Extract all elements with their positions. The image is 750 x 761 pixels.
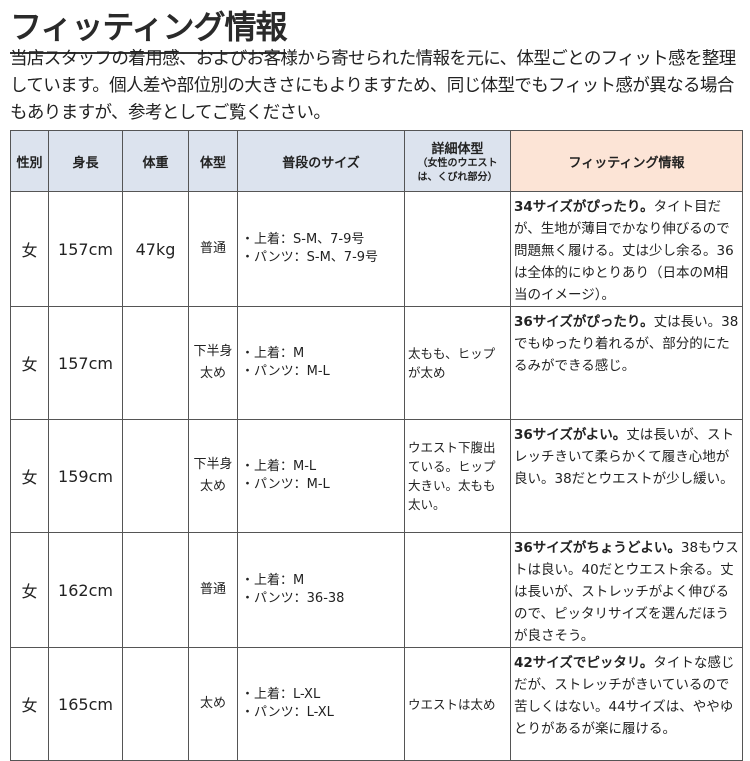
cell-fitting: 36サイズがちょうどよい。38もウストは良い。40だとウエスト余る。丈は長いが、…: [510, 532, 743, 648]
header-body-type: 体型: [188, 130, 238, 192]
table-header-row: 性別 身長 体重 体型 普段のサイズ 詳細体型 （女性のウエストは、くびれ部分） …: [10, 130, 743, 192]
table-row: 女 159cm 下半身太め ・上着：M-L ・パンツ：M-L ウエスト下腹出ている。ヒップ…: [10, 419, 743, 533]
cell-fitting: 36サイズがぴったり。丈は長い。38でもゆったり着れるが、部分的にたるみができる…: [510, 306, 743, 420]
size-pants: ・パンツ：M-L: [241, 364, 330, 379]
fitting-summary: 36サイズがよい。: [514, 427, 627, 443]
cell-height: 157cm: [48, 306, 123, 420]
cell-fitting: 42サイズでピッタリ。タイトな感じだが、ストレッチがきいているので苦しくはない。…: [510, 647, 743, 761]
cell-usual-size: ・上着：M-L ・パンツ：M-L: [237, 419, 405, 533]
table-row: 女 162cm 普通 ・上着：M ・パンツ：36-38 36サイズがちょうどよい。38もウ…: [10, 532, 743, 648]
header-weight: 体重: [122, 130, 189, 192]
intro-text: 当店スタッフの着用感、およびお客様から寄せられた情報を元に、体型ごとのフィット感…: [10, 49, 736, 123]
cell-detail: 太もも、ヒップが太め: [404, 306, 511, 420]
fitting-table: 性別 身長 体重 体型 普段のサイズ 詳細体型 （女性のウエストは、くびれ部分） …: [10, 130, 743, 761]
table-row: 女 157cm 47kg 普通 ・上着：S-M、7-9号 ・パンツ：S-M、7-9号 34サ…: [10, 191, 743, 307]
fitting-summary: 36サイズがぴったり。: [514, 314, 654, 330]
cell-body-type: 下半身太め: [188, 306, 238, 420]
cell-weight: [122, 532, 189, 648]
cell-height: 157cm: [48, 191, 123, 307]
cell-gender: 女: [10, 419, 49, 533]
cell-gender: 女: [10, 647, 49, 761]
size-top: ・上着：M: [241, 346, 305, 361]
fitting-text: 丈は長いが、ストレッチきいて柔らかくて履き心地が良い。38だとウエストが少し緩い…: [514, 427, 734, 487]
cell-weight: [122, 419, 189, 533]
table-row: 女 157cm 下半身太め ・上着：M ・パンツ：M-L 太もも、ヒップが太め 36サイズが…: [10, 306, 743, 420]
cell-detail: ウエストは太め: [404, 647, 511, 761]
cell-gender: 女: [10, 532, 49, 648]
fitting-text: 丈は長い。38でもゆったり着れるが、部分的にたるみができる感じ。: [514, 314, 739, 374]
cell-usual-size: ・上着：M ・パンツ：M-L: [237, 306, 405, 420]
size-pants: ・パンツ：36-38: [241, 591, 345, 606]
size-pants: ・パンツ：L-XL: [241, 705, 334, 720]
size-pants: ・パンツ：M-L: [241, 477, 330, 492]
cell-weight: [122, 306, 189, 420]
cell-height: 165cm: [48, 647, 123, 761]
header-gender: 性別: [10, 130, 49, 192]
cell-weight: 47kg: [122, 191, 189, 307]
cell-body-type: 下半身太め: [188, 419, 238, 533]
fitting-summary: 42サイズでピッタリ。: [514, 655, 654, 671]
size-top: ・上着：M: [241, 573, 305, 588]
header-detail-note: （女性のウエストは、くびれ部分）: [417, 157, 498, 183]
cell-usual-size: ・上着：S-M、7-9号 ・パンツ：S-M、7-9号: [237, 191, 405, 307]
cell-height: 162cm: [48, 532, 123, 648]
fitting-text: タイトな感じだが、ストレッチがきいているので苦しくはない。44サイズは、ややゆと…: [514, 655, 735, 737]
table-row: 女 165cm 太め ・上着：L-XL ・パンツ：L-XL ウエストは太め 42サイズでピッ…: [10, 647, 743, 761]
cell-gender: 女: [10, 306, 49, 420]
header-detail-label: 詳細体型: [431, 141, 484, 157]
header-detail: 詳細体型 （女性のウエストは、くびれ部分）: [404, 130, 511, 192]
cell-body-type: 太め: [188, 647, 238, 761]
cell-detail: [404, 532, 511, 648]
fitting-text: 38もウストは良い。40だとウエスト余る。丈は長いが、ストレッチがよく伸びるので…: [514, 540, 739, 644]
cell-height: 159cm: [48, 419, 123, 533]
size-top: ・上着：S-M、7-9号: [241, 232, 365, 247]
cell-weight: [122, 647, 189, 761]
page-title: フィッティング情報: [10, 2, 287, 54]
cell-fitting: 36サイズがよい。丈は長いが、ストレッチきいて柔らかくて履き心地が良い。38だと…: [510, 419, 743, 533]
cell-body-type: 普通: [188, 191, 238, 307]
size-pants: ・パンツ：S-M、7-9号: [241, 250, 379, 265]
size-top: ・上着：M-L: [241, 459, 317, 474]
cell-gender: 女: [10, 191, 49, 307]
cell-detail: ウエスト下腹出ている。ヒップ大きい。太もも太い。: [404, 419, 511, 533]
fitting-summary: 34サイズがぴったり。: [514, 199, 654, 215]
cell-usual-size: ・上着：L-XL ・パンツ：L-XL: [237, 647, 405, 761]
header-fitting: フィッティング情報: [510, 130, 743, 192]
cell-fitting: 34サイズがぴったり。タイト目だが、生地が薄目でかなり伸びるので問題無く履ける。…: [510, 191, 743, 307]
header-usual-size: 普段のサイズ: [237, 130, 405, 192]
cell-detail: [404, 191, 511, 307]
cell-usual-size: ・上着：M ・パンツ：36-38: [237, 532, 405, 648]
fitting-text: タイト目だが、生地が薄目でかなり伸びるので問題無く履ける。丈は少し余る。36は全…: [514, 199, 734, 303]
fitting-summary: 36サイズがちょうどよい。: [514, 540, 681, 556]
header-height: 身長: [48, 130, 123, 192]
size-top: ・上着：L-XL: [241, 687, 321, 702]
cell-body-type: 普通: [188, 532, 238, 648]
